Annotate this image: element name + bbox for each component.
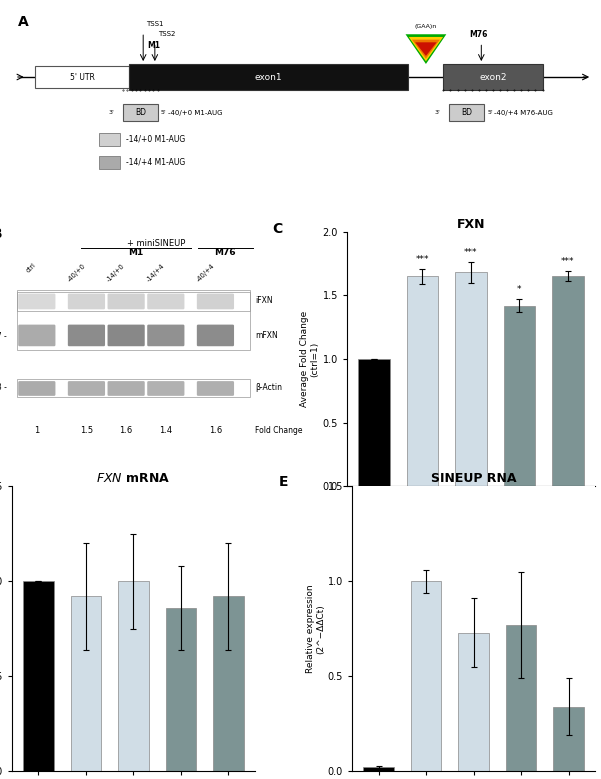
FancyBboxPatch shape xyxy=(197,381,234,396)
Text: ***: *** xyxy=(561,257,575,266)
FancyBboxPatch shape xyxy=(108,381,145,396)
Text: exon2: exon2 xyxy=(479,72,507,82)
Bar xyxy=(100,156,120,168)
Text: -14/+0 M1-AUG: -14/+0 M1-AUG xyxy=(126,135,185,144)
Bar xyxy=(358,359,389,486)
Text: (GAA)n: (GAA)n xyxy=(415,24,437,30)
Bar xyxy=(17,291,250,311)
Text: 5' UTR: 5' UTR xyxy=(70,72,94,82)
Text: Fold Change: Fold Change xyxy=(255,425,303,435)
Text: exon1: exon1 xyxy=(255,72,282,82)
FancyBboxPatch shape xyxy=(68,325,105,346)
Text: + miniSINEUP: + miniSINEUP xyxy=(127,239,185,249)
Bar xyxy=(213,597,244,771)
Text: M1: M1 xyxy=(147,41,160,50)
Text: -14/+4: -14/+4 xyxy=(145,263,166,283)
Title: FXN: FXN xyxy=(457,217,485,231)
FancyBboxPatch shape xyxy=(197,294,234,309)
Bar xyxy=(165,608,197,771)
FancyBboxPatch shape xyxy=(68,381,105,396)
Text: -14/+0: -14/+0 xyxy=(106,263,126,283)
FancyBboxPatch shape xyxy=(108,325,145,346)
Bar xyxy=(70,597,102,771)
Text: 17 -: 17 - xyxy=(0,332,7,340)
FancyBboxPatch shape xyxy=(197,325,234,346)
Bar xyxy=(458,633,489,771)
Text: BD: BD xyxy=(461,108,472,117)
FancyBboxPatch shape xyxy=(147,294,185,309)
Text: 1.6: 1.6 xyxy=(120,425,133,435)
Bar xyxy=(553,707,584,771)
Bar xyxy=(118,581,149,771)
Text: 3': 3' xyxy=(435,111,441,115)
Bar xyxy=(407,277,438,486)
Bar xyxy=(552,277,584,486)
Text: -14/+4 M1-AUG: -14/+4 M1-AUG xyxy=(126,157,185,167)
Text: M76: M76 xyxy=(469,30,487,39)
Text: C: C xyxy=(272,221,282,235)
FancyBboxPatch shape xyxy=(68,294,105,309)
Text: iFXN: iFXN xyxy=(255,297,273,305)
Bar xyxy=(17,291,250,350)
Bar xyxy=(455,273,487,486)
Text: -40/+4 M76-AUG: -40/+4 M76-AUG xyxy=(494,110,553,116)
Title: $\mathit{FXN}$ mRNA: $\mathit{FXN}$ mRNA xyxy=(96,472,171,485)
FancyBboxPatch shape xyxy=(18,381,55,396)
FancyBboxPatch shape xyxy=(147,381,185,396)
Text: M76: M76 xyxy=(215,249,236,257)
Polygon shape xyxy=(415,42,437,56)
Bar xyxy=(450,104,484,121)
Bar xyxy=(123,104,157,121)
Bar xyxy=(129,64,409,90)
Bar xyxy=(505,625,537,771)
Polygon shape xyxy=(409,37,443,62)
Text: ctrl: ctrl xyxy=(25,263,37,274)
FancyBboxPatch shape xyxy=(147,325,185,346)
Text: 5': 5' xyxy=(487,111,493,115)
FancyBboxPatch shape xyxy=(18,294,55,309)
Polygon shape xyxy=(412,40,440,58)
Text: ***: *** xyxy=(416,255,429,263)
Bar xyxy=(35,65,129,88)
Text: A: A xyxy=(18,15,29,29)
Text: -40/+0: -40/+0 xyxy=(66,263,87,283)
Text: E: E xyxy=(279,474,288,488)
Text: B: B xyxy=(0,227,3,241)
Text: M1: M1 xyxy=(129,249,144,257)
Bar xyxy=(444,64,543,90)
Bar xyxy=(17,379,250,397)
Y-axis label: Average Fold Change
(ctrl=1): Average Fold Change (ctrl=1) xyxy=(300,311,320,407)
Y-axis label: Relative expression
(2^−ΔΔCt): Relative expression (2^−ΔΔCt) xyxy=(305,584,325,673)
Text: 1.5: 1.5 xyxy=(80,425,93,435)
Bar xyxy=(100,133,120,146)
Bar xyxy=(23,581,54,771)
Text: *: * xyxy=(517,285,522,294)
Polygon shape xyxy=(406,34,447,64)
Text: 5': 5' xyxy=(160,111,166,115)
Bar xyxy=(363,767,394,771)
Text: β-Actin: β-Actin xyxy=(255,383,282,393)
FancyBboxPatch shape xyxy=(108,294,145,309)
Text: TSS1: TSS1 xyxy=(146,21,163,27)
Title: SINEUP RNA: SINEUP RNA xyxy=(431,472,516,485)
Text: 1.6: 1.6 xyxy=(209,425,222,435)
Text: 3': 3' xyxy=(108,111,114,115)
Text: 43 -: 43 - xyxy=(0,383,7,393)
Text: 1: 1 xyxy=(34,425,40,435)
FancyBboxPatch shape xyxy=(18,325,55,346)
Text: -40/+4: -40/+4 xyxy=(195,263,215,283)
Text: 1.4: 1.4 xyxy=(159,425,172,435)
Text: -40/+0 M1-AUG: -40/+0 M1-AUG xyxy=(168,110,222,116)
Legend: + miniSINEUP (M1-AUG), + miniSINEUP (M76-AUG): + miniSINEUP (M1-AUG), + miniSINEUP (M76… xyxy=(410,633,532,655)
Bar xyxy=(504,305,535,486)
Text: TSS2: TSS2 xyxy=(157,31,175,37)
Text: mFXN: mFXN xyxy=(255,331,278,340)
Text: ***: *** xyxy=(464,249,478,257)
Bar xyxy=(410,581,442,771)
Text: BD: BD xyxy=(135,108,146,117)
